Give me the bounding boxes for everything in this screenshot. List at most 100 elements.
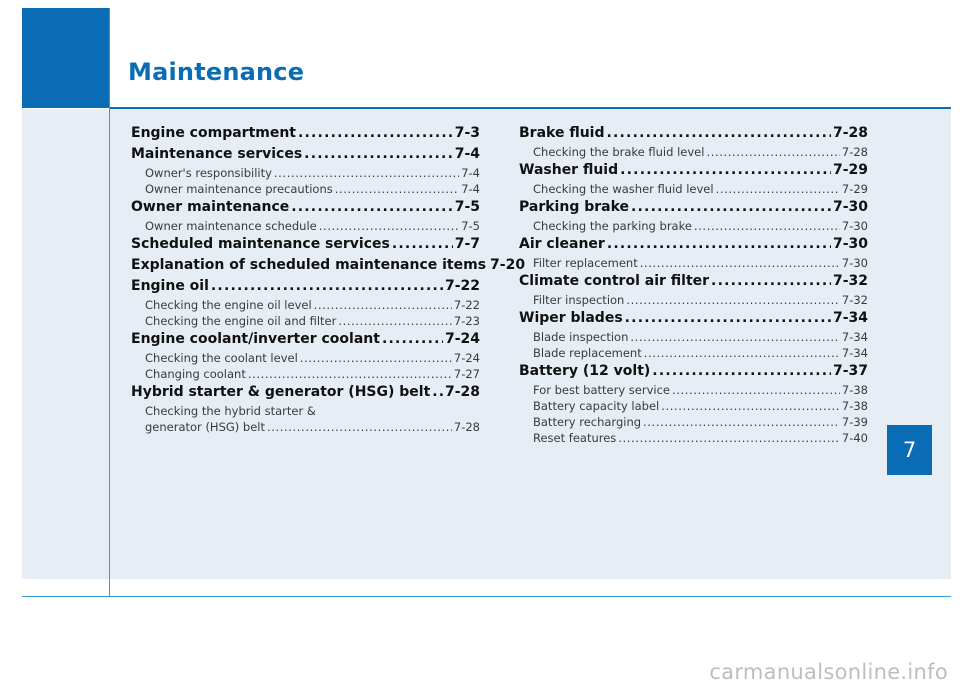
toc-section-title: Engine coolant/inverter coolant — [131, 331, 380, 347]
toc-subsection-link[interactable]: Owner's responsibility 7-4 — [131, 165, 480, 181]
toc-subsection-link[interactable]: Checking the engine oil level 7-22 — [131, 297, 480, 313]
toc-page-number: 7-29 — [832, 162, 868, 178]
toc-subsection-title: For best battery service — [533, 383, 670, 397]
toc-page-number: 7-22 — [453, 298, 480, 312]
toc-entry: Owner maintenance 7-5 Owner maintenance s… — [131, 197, 480, 234]
toc-entry: Hybrid starter & generator (HSG) belt 7-2… — [131, 382, 480, 435]
dot-leader — [706, 144, 839, 160]
toc-subsection-link[interactable]: Battery recharging 7-39 — [519, 414, 868, 430]
toc-page-number: 7-23 — [453, 314, 480, 328]
dot-leader — [300, 350, 452, 366]
footer-horizontal-line — [22, 596, 951, 597]
dot-leader — [335, 181, 459, 197]
toc-section-title: Engine oil — [131, 278, 209, 294]
toc-subsection-link[interactable]: Checking the engine oil and filter 7-23 — [131, 313, 480, 329]
toc-subsection-link[interactable]: Blade replacement 7-34 — [519, 345, 868, 361]
toc-section-link[interactable]: Explanation of scheduled maintenance ite… — [131, 255, 525, 276]
toc-section-link[interactable]: Owner maintenance 7-5 — [131, 197, 480, 218]
toc-section-title: Hybrid starter & generator (HSG) belt — [131, 384, 431, 400]
dot-leader — [298, 123, 453, 144]
toc-entry: Air cleaner 7-30 Filter replacement 7-30 — [519, 234, 868, 271]
toc-page-number: 7-28 — [444, 384, 480, 400]
toc-subsection-title: Filter inspection — [533, 293, 625, 307]
toc-section-link[interactable]: Maintenance services 7-4 — [131, 144, 480, 165]
toc-section-link[interactable]: Parking brake 7-30 — [519, 197, 868, 218]
toc-page-number: 7-30 — [841, 219, 868, 233]
toc-subsection-link-line1[interactable]: Checking the hybrid starter & — [131, 403, 480, 419]
toc-section-link[interactable]: Air cleaner 7-30 — [519, 234, 868, 255]
toc-page-number: 7-4 — [461, 166, 480, 180]
toc-subsection-link[interactable]: Checking the coolant level 7-24 — [131, 350, 480, 366]
dot-leader — [291, 197, 452, 218]
toc-section-link[interactable]: Brake fluid 7-28 — [519, 123, 868, 144]
dot-leader — [607, 123, 831, 144]
toc-subsection-link[interactable]: Filter replacement 7-30 — [519, 255, 868, 271]
toc-subsection-link[interactable]: Reset features 7-40 — [519, 430, 868, 446]
toc-page-number: 7-29 — [841, 182, 868, 196]
toc-section-link[interactable]: Wiper blades 7-34 — [519, 308, 868, 329]
dot-leader — [618, 430, 840, 446]
toc-subsection-link[interactable]: generator (HSG) belt 7-28 — [131, 419, 480, 435]
toc-subsection-link[interactable]: Owner maintenance schedule 7-5 — [131, 218, 480, 234]
toc-section-title: Engine compartment — [131, 125, 296, 141]
toc-section-title: Climate control air filter — [519, 273, 710, 289]
toc-section-link[interactable]: Scheduled maintenance services 7-7 — [131, 234, 480, 255]
toc-section-title: Explanation of scheduled maintenance ite… — [131, 257, 487, 273]
toc-subsection-link[interactable]: Checking the parking brake 7-30 — [519, 218, 868, 234]
toc-right-column: Brake fluid 7-28 Checking the brake fluid… — [519, 123, 868, 446]
toc-subsection-link[interactable]: Owner maintenance precautions 7-4 — [131, 181, 480, 197]
dot-leader — [267, 419, 452, 435]
toc-entry: Washer fluid 7-29 Checking the washer flu… — [519, 160, 868, 197]
toc-section-title: Wiper blades — [519, 310, 623, 326]
toc-section-link[interactable]: Engine coolant/inverter coolant 7-24 — [131, 329, 480, 350]
toc-subsection-link[interactable]: Checking the washer fluid level 7-29 — [519, 181, 868, 197]
toc-page-number: 7-30 — [832, 236, 868, 252]
toc-section-title: Parking brake — [519, 199, 630, 215]
toc-subsection-link[interactable]: Blade inspection 7-34 — [519, 329, 868, 345]
dot-leader — [607, 234, 831, 255]
toc-section-title: Scheduled maintenance services — [131, 236, 390, 252]
toc-page-number: 7-37 — [832, 363, 868, 379]
toc-subsection-title: Checking the hybrid starter & — [145, 404, 316, 418]
toc-subsection-link[interactable]: For best battery service 7-38 — [519, 382, 868, 398]
toc-section-link[interactable]: Hybrid starter & generator (HSG) belt 7-2… — [131, 382, 480, 403]
toc-section-title: Air cleaner — [519, 236, 605, 252]
toc-page-number: 7-22 — [444, 278, 480, 294]
toc-page-number: 7-7 — [454, 236, 480, 252]
toc-section-link[interactable]: Washer fluid 7-29 — [519, 160, 868, 181]
toc-subsection-title: Reset features — [533, 431, 617, 445]
dot-leader — [630, 329, 840, 345]
toc-subsection-title: Checking the engine oil level — [145, 298, 312, 312]
toc-section-link[interactable]: Engine oil 7-22 — [131, 276, 480, 297]
toc-page-number: 7-32 — [832, 273, 868, 289]
dot-leader — [626, 292, 840, 308]
toc-section-link[interactable]: Battery (12 volt) 7-37 — [519, 361, 868, 382]
toc-page-number: 7-40 — [841, 431, 868, 445]
toc-entry: Engine coolant/inverter coolant 7-24 Chec… — [131, 329, 480, 382]
toc-subsection-link[interactable]: Changing coolant 7-27 — [131, 366, 480, 382]
toc-section-link[interactable]: Climate control air filter 7-32 — [519, 271, 868, 292]
toc-page-number: 7-27 — [453, 367, 480, 381]
toc-entry: Wiper blades 7-34 Blade inspection 7-34 Bl… — [519, 308, 868, 361]
toc-section-link[interactable]: Engine compartment 7-3 — [131, 123, 480, 144]
toc-entry: Scheduled maintenance services 7-7 — [131, 234, 480, 255]
dot-leader — [644, 345, 840, 361]
toc-subsection-link[interactable]: Battery capacity label 7-38 — [519, 398, 868, 414]
toc-subsection-title: Owner's responsibility — [145, 166, 272, 180]
toc-subsection-title: Owner maintenance schedule — [145, 219, 317, 233]
toc-subsection-link[interactable]: Filter inspection 7-32 — [519, 292, 868, 308]
dot-leader — [711, 271, 831, 292]
toc-entry: Maintenance services 7-4 Owner's responsi… — [131, 144, 480, 197]
toc-page-number: 7-3 — [454, 125, 480, 141]
toc-page-number: 7-34 — [832, 310, 868, 326]
watermark: carmanualsonline.info — [709, 660, 948, 684]
chapter-tab[interactable]: 7 — [887, 425, 932, 475]
toc-subsection-title: Changing coolant — [145, 367, 246, 381]
toc-entry: Engine oil 7-22 Checking the engine oil l… — [131, 276, 480, 329]
toc-subsection-link[interactable]: Checking the brake fluid level 7-28 — [519, 144, 868, 160]
toc-page-number: 7-30 — [841, 256, 868, 270]
toc-page-number: 7-34 — [841, 346, 868, 360]
toc-page-number: 7-4 — [454, 146, 480, 162]
toc-page-number: 7-38 — [841, 399, 868, 413]
dot-leader — [274, 165, 459, 181]
